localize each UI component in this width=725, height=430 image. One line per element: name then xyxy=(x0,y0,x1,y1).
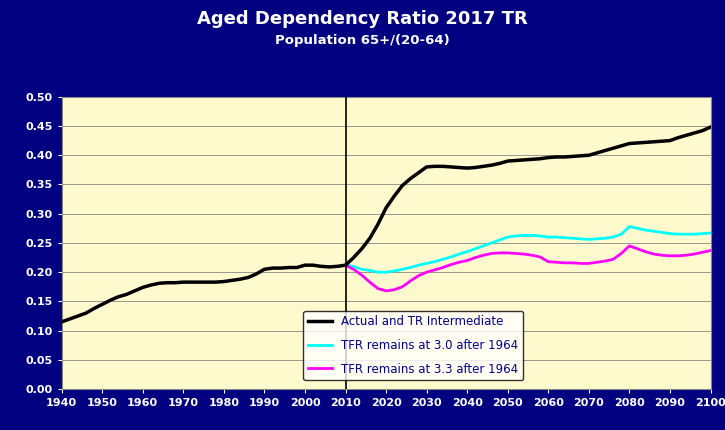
Legend: Actual and TR Intermediate, TFR remains at 3.0 after 1964, TFR remains at 3.3 af: Actual and TR Intermediate, TFR remains … xyxy=(303,310,523,380)
Text: Aged Dependency Ratio 2017 TR: Aged Dependency Ratio 2017 TR xyxy=(197,10,528,28)
Text: Population 65+/(20-64): Population 65+/(20-64) xyxy=(275,34,450,47)
